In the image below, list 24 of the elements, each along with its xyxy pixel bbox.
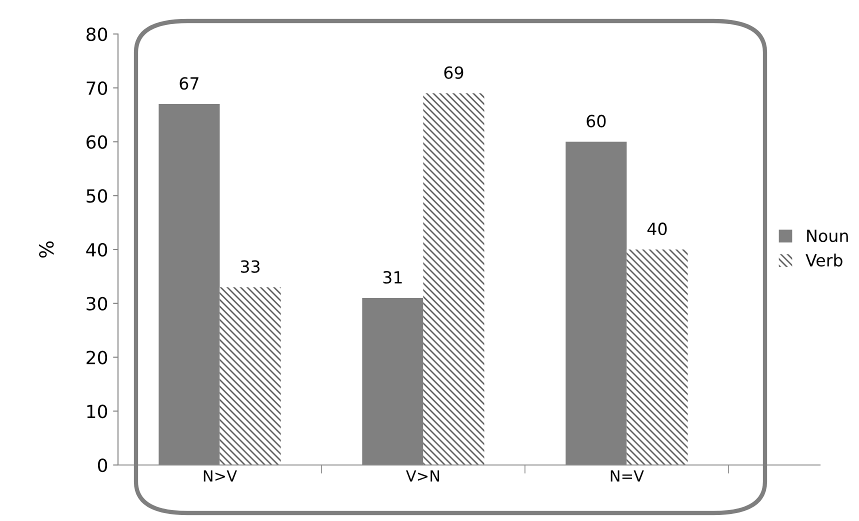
y-tick-label: 60 [86,135,108,149]
data-label: 31 [383,271,402,284]
y-tick-label: 0 [98,458,108,472]
data-label: 67 [180,77,198,90]
data-label: 60 [586,114,606,128]
y-axis-title: % [39,241,54,258]
y-tick-label: 70 [86,81,108,95]
legend-label: Noun [807,230,848,242]
y-tick-label: 50 [86,189,108,203]
y-tick-label: 20 [86,350,108,364]
x-tick-label: N=V [610,470,644,482]
x-tick-label: V>N [406,470,440,482]
x-tick-label: N>V [204,470,237,482]
bar [626,250,688,465]
legend-label: Verb [806,254,842,267]
y-tick-label: 40 [86,242,108,257]
y-tick-label: 30 [86,296,108,310]
y-tick-label: 80 [86,27,108,42]
bar [423,93,484,465]
y-tick-label: 10 [87,404,108,418]
bar [220,287,281,465]
data-label: 40 [647,222,667,236]
data-label: 33 [240,260,260,273]
data-label: 69 [444,66,464,79]
